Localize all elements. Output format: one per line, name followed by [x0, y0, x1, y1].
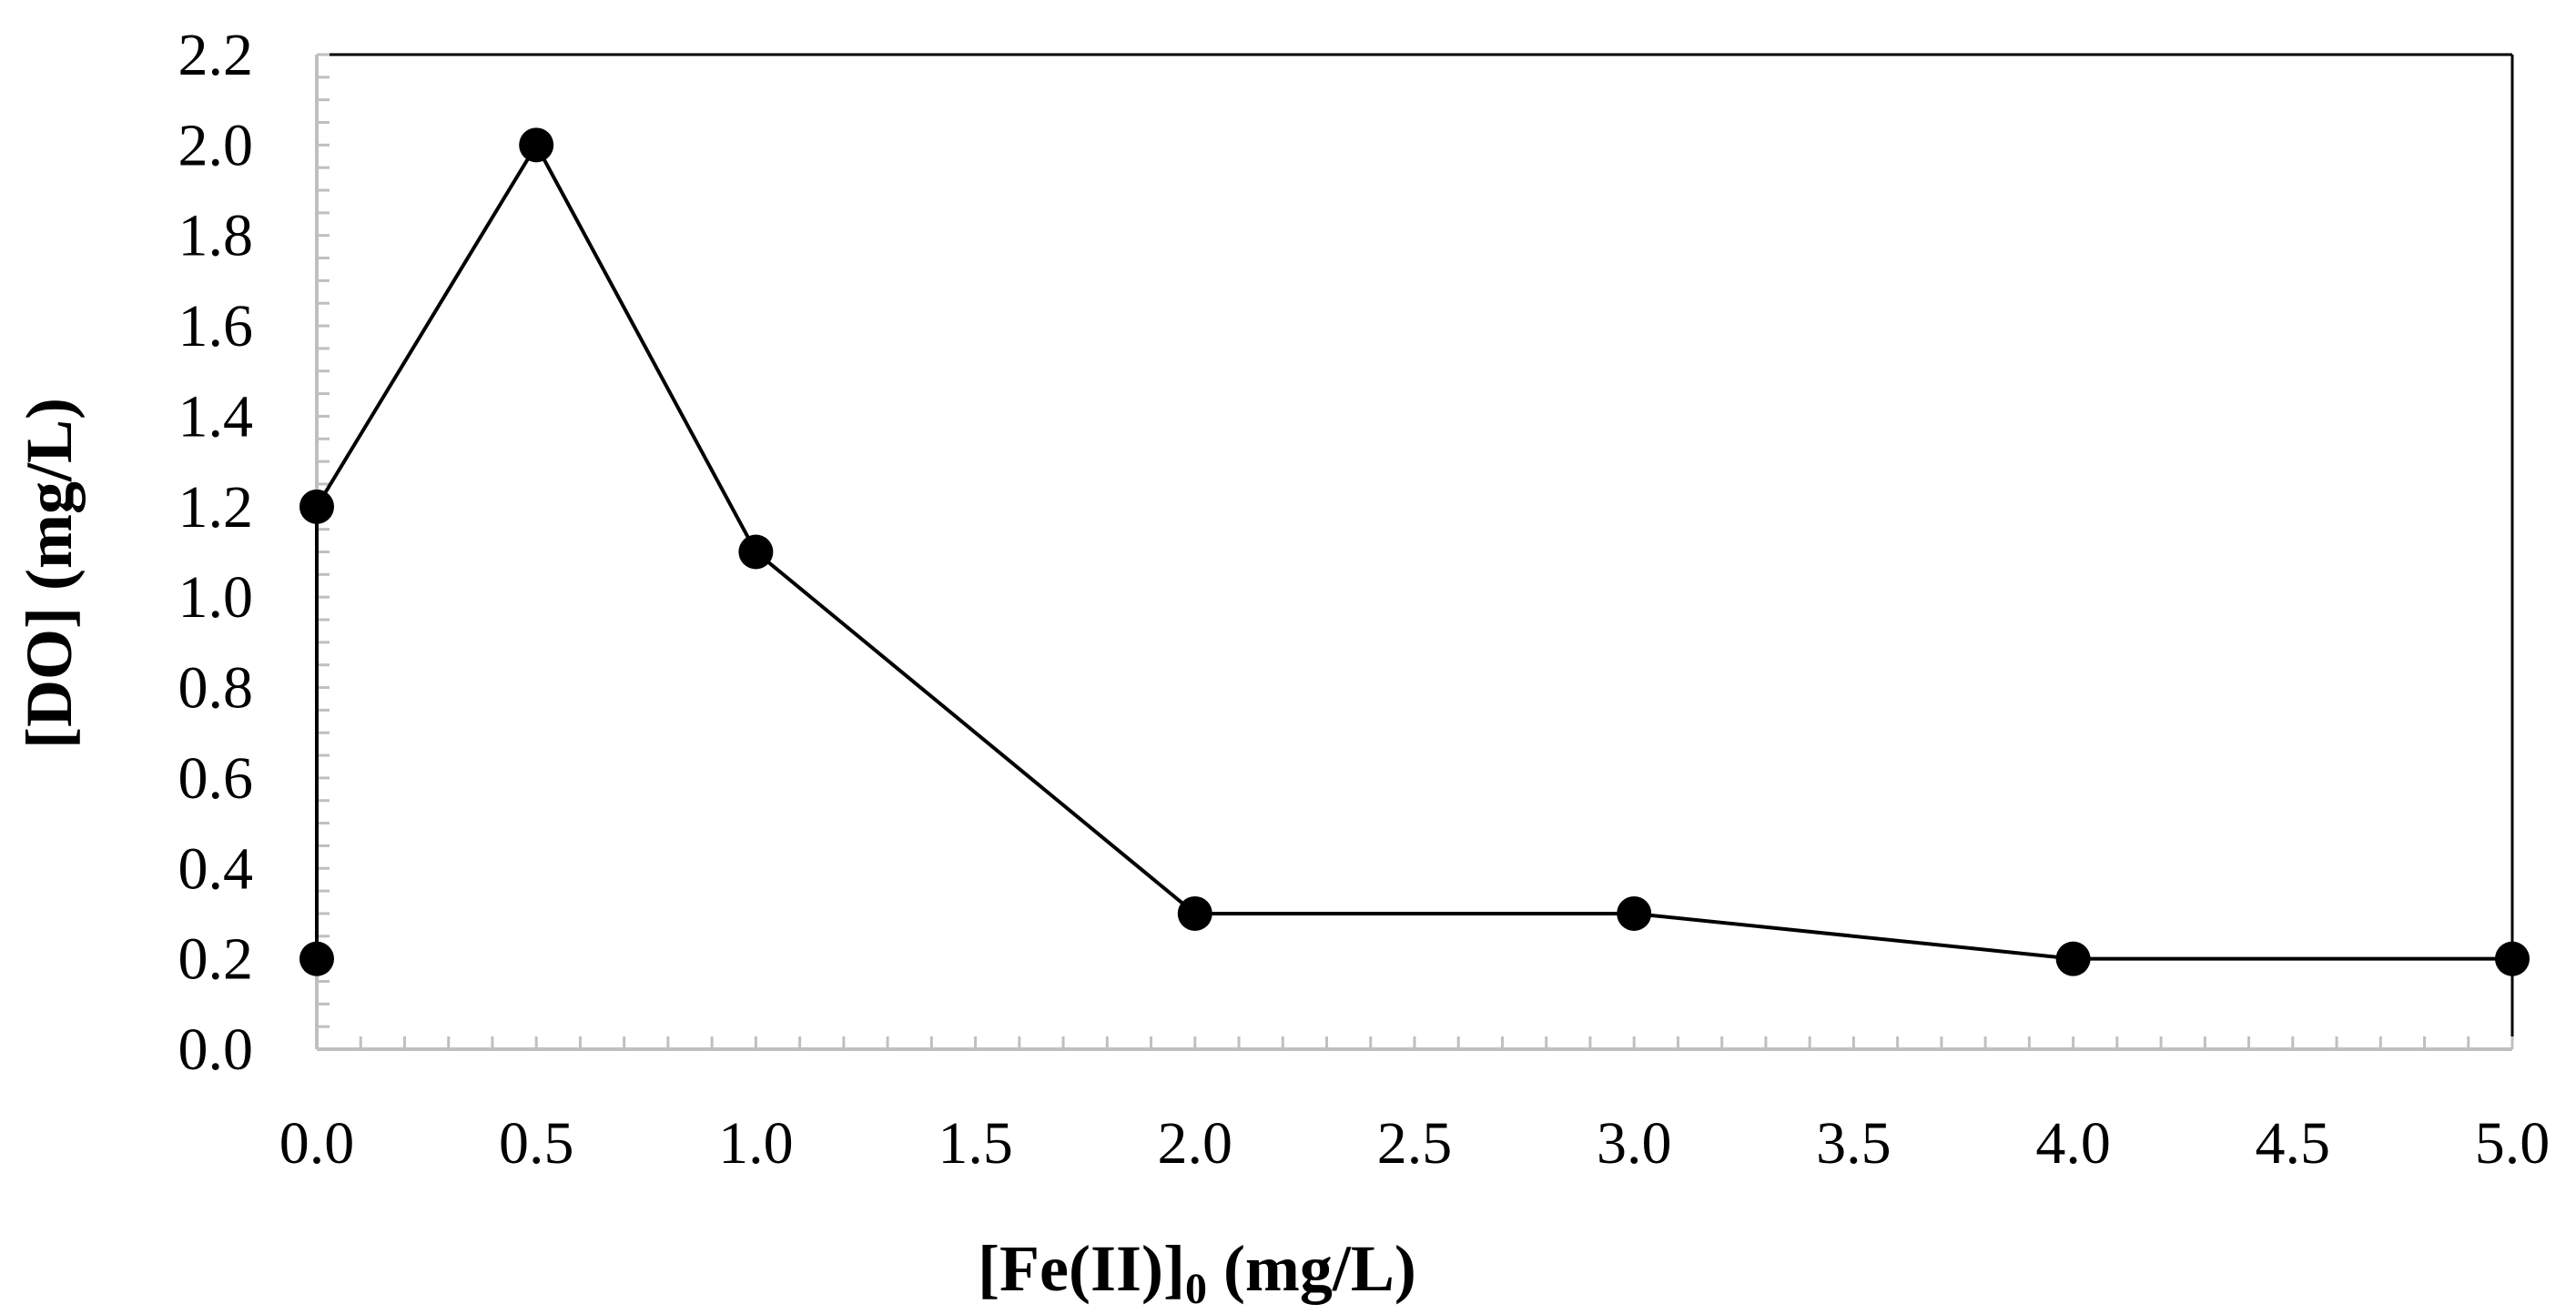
x-tick-label: 1.0 [718, 1110, 794, 1177]
y-tick-label: 2.2 [178, 22, 254, 88]
y-tick-label: 1.8 [178, 203, 254, 269]
data-point [299, 941, 334, 976]
x-tick-label: 4.5 [2256, 1110, 2331, 1177]
x-tick-label: 5.0 [2475, 1110, 2551, 1177]
y-tick-label: 2.0 [178, 112, 254, 178]
x-axis-title-units: (mg/L) [1207, 1232, 1416, 1305]
x-tick-label: 4.0 [2035, 1110, 2111, 1177]
x-tick-label: 0.0 [279, 1110, 355, 1177]
y-tick-label: 1.0 [178, 564, 254, 631]
data-point [1177, 895, 1212, 931]
x-tick-label: 0.5 [499, 1110, 574, 1177]
data-point [738, 534, 774, 570]
x-axis-title: [Fe(II)]0 (mg/L) [978, 1232, 1416, 1313]
y-tick-label: 1.2 [178, 474, 254, 541]
y-tick-label: 0.6 [178, 745, 254, 812]
x-tick-label: 2.0 [1158, 1110, 1233, 1177]
y-tick-label: 0.8 [178, 655, 254, 722]
series-line [315, 141, 2512, 961]
y-tick-label: 0.2 [178, 926, 254, 993]
data-point [1617, 895, 1652, 931]
x-tick-label: 1.5 [938, 1110, 1013, 1177]
x-axis-title-main: [Fe(II)] [978, 1232, 1185, 1305]
data-point [2495, 941, 2530, 976]
x-axis-title-subscript: 0 [1185, 1265, 1207, 1313]
data-point [2055, 941, 2091, 976]
x-tick-label: 3.0 [1597, 1110, 1672, 1177]
y-tick-label: 0.4 [178, 835, 254, 902]
x-tick-label: 2.5 [1377, 1110, 1453, 1177]
data-point [299, 489, 334, 524]
y-tick-label: 1.6 [178, 293, 254, 359]
y-tick-label: 0.0 [178, 1016, 254, 1083]
data-point [519, 127, 554, 163]
y-axis-title: [DO] (mg/L) [13, 398, 86, 749]
y-tick-label: 1.4 [178, 383, 254, 450]
x-tick-label: 3.5 [1816, 1110, 1891, 1177]
